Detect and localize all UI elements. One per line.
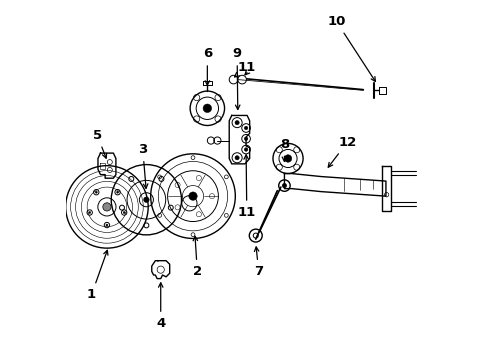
- Circle shape: [106, 224, 108, 226]
- Circle shape: [117, 191, 119, 193]
- Circle shape: [235, 156, 239, 160]
- Text: 9: 9: [233, 47, 242, 109]
- Text: 3: 3: [138, 143, 148, 188]
- Circle shape: [282, 183, 287, 188]
- Circle shape: [103, 203, 111, 211]
- Circle shape: [245, 126, 248, 130]
- Circle shape: [203, 104, 212, 113]
- Text: 11: 11: [235, 60, 256, 77]
- Circle shape: [189, 192, 197, 201]
- Text: 12: 12: [328, 136, 356, 167]
- Circle shape: [144, 197, 149, 203]
- Text: 8: 8: [280, 138, 289, 162]
- Text: 4: 4: [156, 283, 165, 330]
- Circle shape: [245, 148, 248, 151]
- Text: 6: 6: [203, 47, 212, 85]
- Circle shape: [235, 121, 239, 125]
- Text: 2: 2: [193, 236, 202, 278]
- Circle shape: [123, 211, 125, 213]
- Text: 1: 1: [87, 250, 108, 301]
- Circle shape: [89, 211, 91, 213]
- Circle shape: [95, 191, 98, 193]
- Text: 5: 5: [93, 129, 107, 158]
- Text: 10: 10: [327, 15, 375, 81]
- Text: 7: 7: [254, 247, 263, 278]
- Circle shape: [284, 155, 292, 162]
- Circle shape: [245, 137, 248, 140]
- Text: 11: 11: [238, 155, 256, 219]
